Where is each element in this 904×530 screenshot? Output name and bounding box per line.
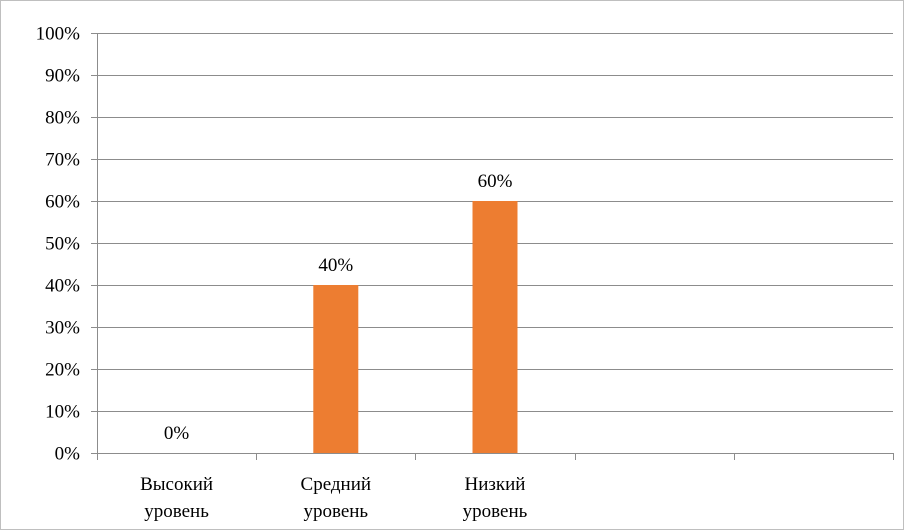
x-category-label: Высокий уровень [140, 474, 213, 522]
x-category-label-line: Низкий [465, 474, 526, 495]
y-tick-label: 70% [45, 150, 80, 171]
data-label: 40% [318, 255, 353, 276]
x-category-label-line: уровень [144, 501, 209, 522]
y-tick-label: 20% [45, 360, 80, 381]
data-label: 0% [164, 423, 190, 444]
x-category-label-line: Средний [301, 474, 372, 495]
data-label: 60% [478, 171, 513, 192]
x-category-label: Низкий уровень [463, 474, 528, 522]
x-category-label-line: Высокий [140, 474, 213, 495]
x-category-label-line: уровень [303, 501, 368, 522]
y-tick-label: 30% [45, 318, 80, 339]
y-tick-label: 60% [45, 192, 80, 213]
bar [313, 285, 359, 453]
x-category-label-line: уровень [463, 501, 528, 522]
y-tick-label: 50% [45, 234, 80, 255]
y-tick-label: 10% [45, 402, 80, 423]
bar [472, 201, 518, 453]
y-tick-label: 90% [45, 66, 80, 87]
y-tick-label: 0% [55, 444, 81, 465]
y-tick-label: 80% [45, 108, 80, 129]
x-category-label: Средний уровень [301, 474, 372, 522]
y-tick-label: 100% [36, 24, 81, 45]
y-tick-label: 40% [45, 276, 80, 297]
